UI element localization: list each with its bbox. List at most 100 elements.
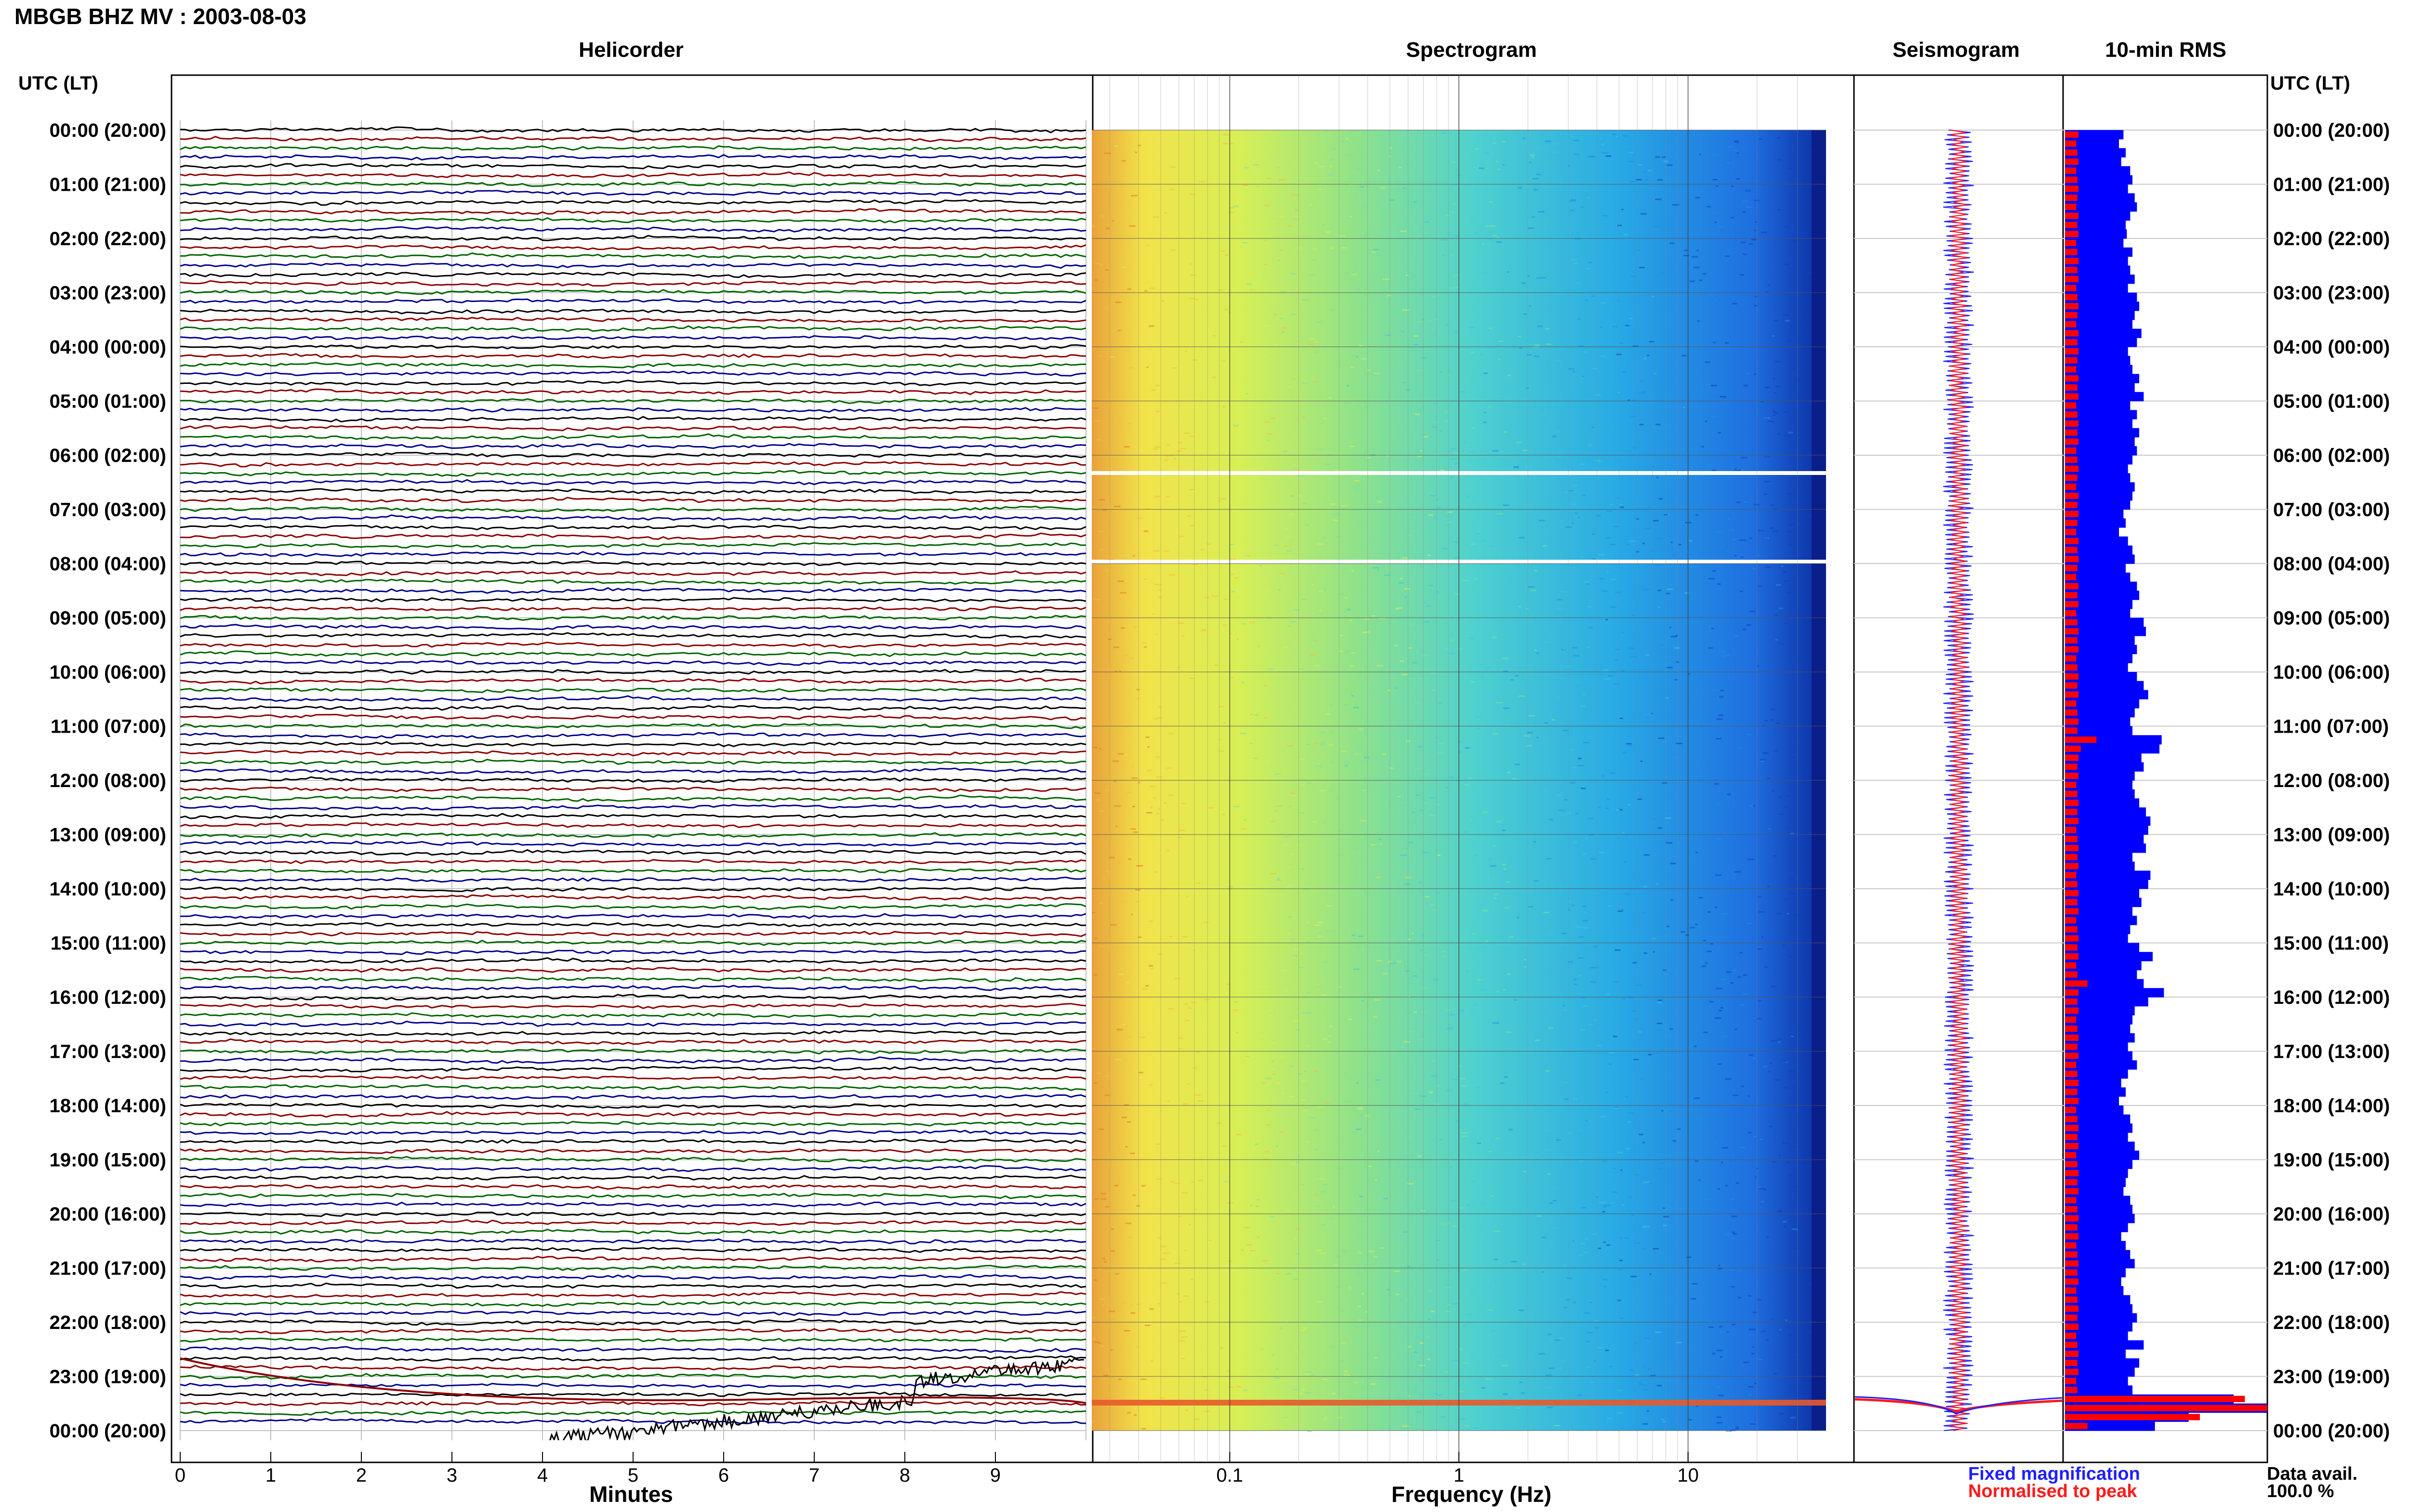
spectrogram-pixel: [1306, 941, 1310, 943]
time-label-left: 06:00 (02:00): [50, 445, 166, 466]
spectrogram-pixel: [1240, 933, 1243, 935]
spectrogram-pixel: [1265, 590, 1270, 592]
spectrogram-pixel: [1140, 1378, 1147, 1380]
spectrogram-pixel: [1161, 1246, 1166, 1248]
spectrogram-pixel: [1139, 337, 1143, 339]
helicorder-trace: [180, 171, 1086, 178]
minute-tick-label: 8: [900, 1465, 910, 1486]
spectrogram-pixel: [1574, 841, 1578, 843]
spectrogram-pixel: [1309, 654, 1316, 656]
spectrogram-pixel: [1524, 914, 1528, 916]
spectrogram-pixel: [1094, 1198, 1099, 1200]
spectrogram-pixel: [1665, 380, 1669, 381]
spectrogram-pixel: [1323, 418, 1327, 420]
time-label-left: 08:00 (04:00): [50, 553, 166, 575]
spectrogram-pixel: [1317, 543, 1324, 545]
spectrogram-pixel: [1784, 805, 1787, 807]
spectrogram-pixel: [1195, 882, 1200, 884]
spectrogram-pixel: [1504, 431, 1507, 433]
spectrogram-pixel: [1293, 1389, 1300, 1391]
spectrogram-pixel: [1721, 1161, 1723, 1163]
spectrogram-pixel: [1531, 1017, 1538, 1019]
helicorder-trace: [180, 280, 1086, 287]
spectrogram-pixel: [1788, 543, 1793, 545]
spectrogram-pixel: [1198, 1179, 1204, 1181]
spectrogram-pixel: [1620, 1237, 1623, 1239]
spectrogram-pixel: [1697, 320, 1700, 322]
helicorder-trace: [180, 190, 1086, 196]
spectrogram-pixel: [1488, 858, 1492, 860]
spectrogram-pixel: [1386, 1288, 1390, 1290]
spectrogram-pixel: [1436, 1259, 1440, 1261]
spectrogram-pixel: [1122, 1024, 1126, 1026]
spectrogram-pixel: [1734, 468, 1737, 470]
spectrogram-pixel: [1403, 510, 1405, 512]
spectrogram-pixel: [1689, 280, 1695, 282]
spectrogram-pixel: [1099, 1298, 1106, 1300]
spectrogram-pixel: [1607, 993, 1610, 995]
spectrogram-pixel: [1652, 818, 1657, 820]
rms-peak-bar: [2065, 348, 2078, 355]
spectrogram-pixel: [1276, 1145, 1278, 1147]
spectrogram-pixel: [1615, 136, 1618, 138]
spectrogram-pixel: [1570, 782, 1575, 784]
spectrogram-pixel: [1188, 1007, 1192, 1009]
spectrogram-pixel: [1220, 498, 1226, 500]
spectrogram-pixel: [1174, 1262, 1181, 1264]
spectrogram-pixel: [1631, 1214, 1634, 1216]
spectrogram-pixel: [1172, 1205, 1178, 1207]
spectrogram-pixel: [1417, 1369, 1421, 1371]
spectrogram-pixel: [1496, 241, 1502, 243]
time-label-left: 21:00 (17:00): [50, 1258, 166, 1279]
spectrogram-pixel: [1779, 1413, 1784, 1415]
spectrogram-pixel: [1728, 799, 1732, 801]
rms-peak-bar: [2065, 971, 2078, 978]
rms-bar: [2065, 627, 2146, 636]
spectrogram-pixel: [1526, 1147, 1529, 1149]
spectrogram-pixel: [1736, 1426, 1739, 1428]
spectrogram-pixel: [1581, 375, 1585, 377]
spectrogram-pixel: [1206, 604, 1211, 606]
helicorder-trace: [180, 1065, 1086, 1073]
spectrogram-pixel: [1361, 960, 1364, 962]
spectrogram-pixel: [1713, 689, 1719, 691]
seismogram-traces: [1854, 130, 2063, 1431]
spectrogram-pixel: [1492, 450, 1499, 452]
spectrogram-pixel: [1407, 996, 1411, 998]
spectrogram-pixel: [1165, 1245, 1171, 1247]
spectrogram-pixel: [1289, 513, 1296, 515]
spectrogram-pixel: [1408, 1395, 1411, 1397]
spectrogram-pixel: [1132, 1195, 1136, 1196]
spectrogram-pixel: [1721, 651, 1725, 653]
spectrogram-pixel: [1469, 637, 1474, 639]
spectrogram-pixel: [1156, 833, 1161, 835]
spectrogram-pixel: [1544, 231, 1547, 233]
spectrogram-pixel: [1165, 716, 1171, 718]
rms-bar: [2065, 256, 2128, 266]
spectrogram-pixel: [1222, 588, 1227, 590]
spectrogram-pixel: [1272, 1068, 1277, 1070]
spectrogram-pixel: [1560, 791, 1564, 793]
spectrogram-pixel: [1109, 356, 1115, 358]
spectrogram-pixel: [1684, 592, 1689, 594]
spectrogram-pixel: [1570, 749, 1574, 751]
spectrogram-pixel: [1607, 798, 1611, 800]
spectrogram-pixel: [1195, 543, 1200, 545]
spectrogram-pixel: [1773, 414, 1775, 416]
spectrogram-pixel: [1174, 458, 1177, 460]
spectrogram-pixel: [1633, 447, 1637, 449]
spectrogram-pixel: [1471, 543, 1476, 545]
spectrogram-pixel: [1449, 211, 1455, 213]
spectrogram-pixel: [1605, 1350, 1609, 1352]
spectrogram-pixel: [1769, 527, 1774, 529]
spectrogram-pixel: [1592, 967, 1599, 969]
spectrogram-pixel: [1204, 1389, 1209, 1391]
spectrogram-pixel: [1103, 1375, 1109, 1377]
spectrogram-pixel: [1615, 949, 1621, 951]
spectrogram-pixel: [1430, 495, 1436, 497]
spectrogram-pixel: [1213, 1424, 1217, 1426]
helicorder-trace: [180, 822, 1086, 828]
spectrogram-pixel: [1628, 1112, 1633, 1114]
rms-peak-bar: [2065, 1188, 2078, 1195]
spectrogram-pixel: [1151, 389, 1156, 391]
